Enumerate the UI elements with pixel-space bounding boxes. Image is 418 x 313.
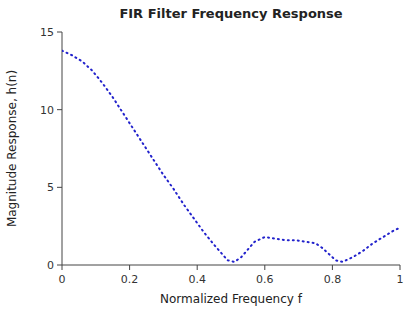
y-tick: [57, 32, 62, 33]
title: FIR Filter Frequency Response: [119, 6, 342, 21]
y-tick: [57, 187, 62, 188]
x-tick-label: 0.8: [324, 273, 342, 286]
y-axis-label: Magnitude Response, h(n): [5, 70, 19, 227]
x-tick: [62, 265, 63, 270]
x-tick-label: 0.2: [121, 273, 139, 286]
x-axis-line: [62, 265, 400, 266]
y-tick-label: 15: [40, 26, 54, 39]
plot-area: [62, 51, 400, 262]
x-tick: [264, 265, 265, 270]
y-tick: [57, 265, 62, 266]
x-tick: [197, 265, 198, 270]
x-tick: [332, 265, 333, 270]
chart: 00.20.40.60.81051015FIR Filter Frequency…: [0, 0, 418, 313]
x-tick-label: 1: [397, 273, 404, 286]
x-axis-label: Normalized Frequency f: [160, 292, 303, 306]
y-axis-line: [62, 32, 63, 265]
x-tick-label: 0.4: [188, 273, 206, 286]
x-tick-label: 0: [59, 273, 66, 286]
y-tick-label: 10: [40, 104, 54, 117]
x-tick: [129, 265, 130, 270]
data-line: [62, 51, 400, 262]
x-tick: [400, 265, 401, 270]
y-tick-label: 5: [47, 181, 54, 194]
x-tick-label: 0.6: [256, 273, 274, 286]
y-tick: [57, 109, 62, 110]
y-tick-label: 0: [47, 259, 54, 272]
